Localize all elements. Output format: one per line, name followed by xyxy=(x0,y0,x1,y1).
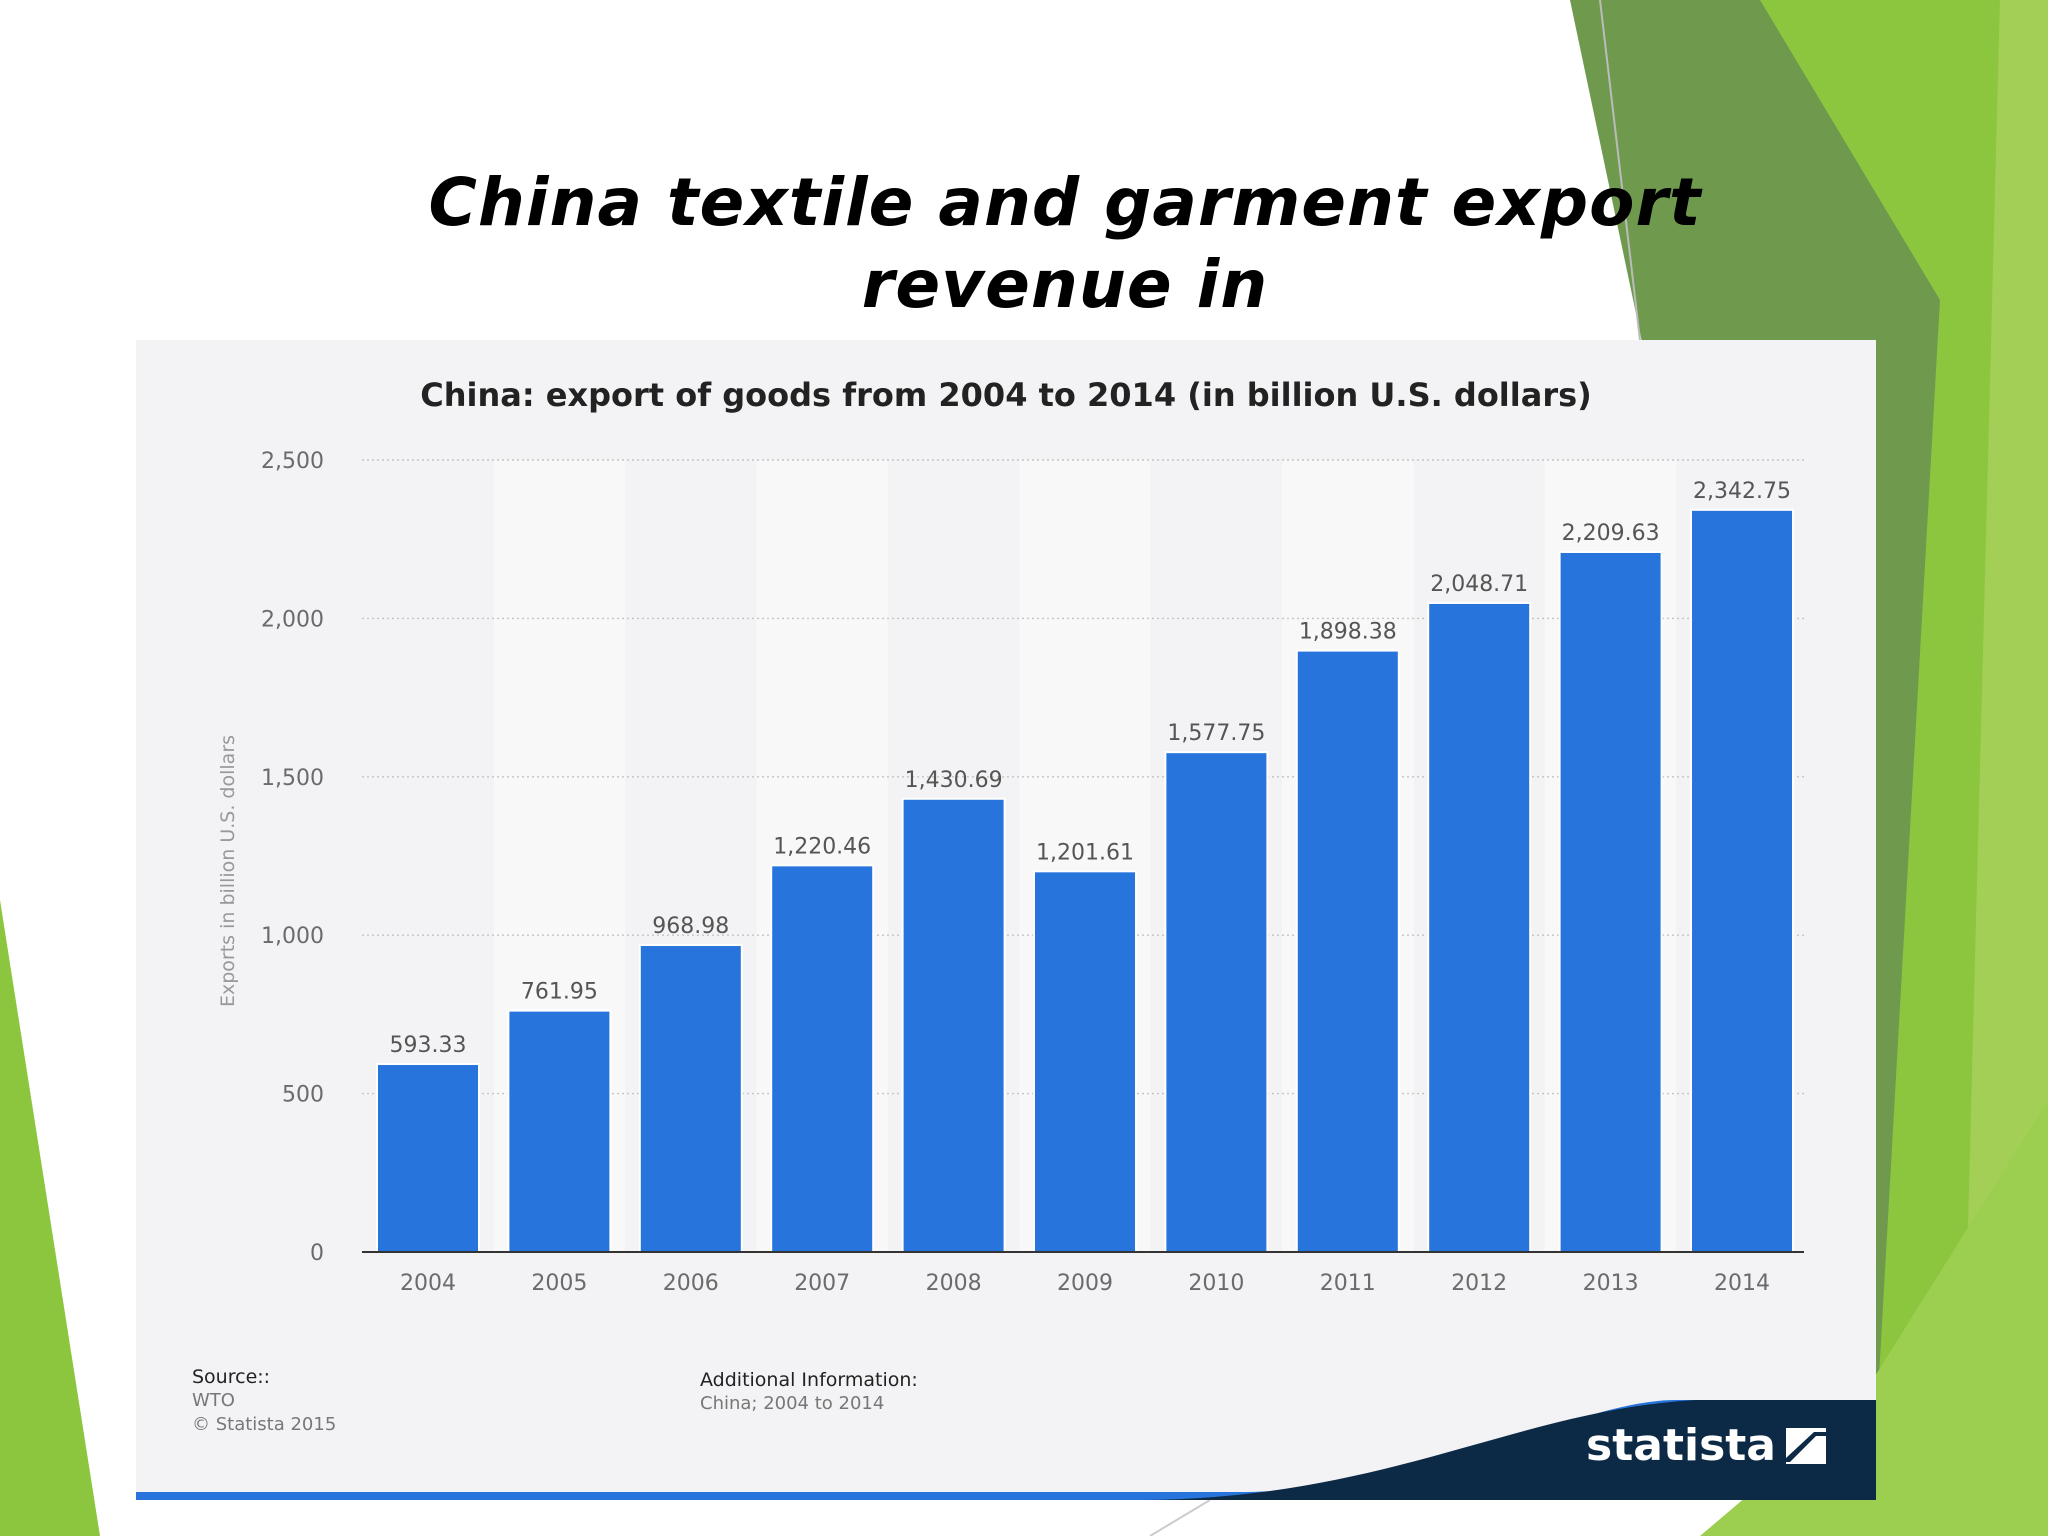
value-label: 1,201.61 xyxy=(1036,840,1134,865)
additional-text: China; 2004 to 2014 xyxy=(700,1393,885,1414)
y-tick-label: 1,000 xyxy=(261,924,324,949)
x-tick-label: 2014 xyxy=(1714,1271,1770,1296)
source-name: WTO xyxy=(192,1390,235,1411)
bar-2006 xyxy=(638,944,743,1254)
green-shape-bottom xyxy=(1700,1100,2048,1536)
additional-heading: Additional Information: xyxy=(700,1369,918,1391)
y-tick-label: 500 xyxy=(282,1083,324,1108)
x-tick-label: 2006 xyxy=(663,1271,719,1296)
value-label: 1,577.75 xyxy=(1167,721,1265,746)
value-label: 1,430.69 xyxy=(905,768,1003,793)
statista-banner xyxy=(136,1400,1876,1500)
statista-logo-icon xyxy=(1786,1427,1826,1464)
bar-2011 xyxy=(1295,649,1400,1254)
additional-info: Additional Information: China; 2004 to 2… xyxy=(700,1368,918,1416)
value-label: 1,898.38 xyxy=(1299,620,1397,645)
x-tick-label: 2008 xyxy=(926,1271,982,1296)
y-tick-label: 2,500 xyxy=(261,449,324,474)
statista-logo-text: statista xyxy=(1586,1420,1776,1471)
source-heading: Source:: xyxy=(192,1366,271,1388)
bar-2013 xyxy=(1558,550,1663,1254)
green-shape-left xyxy=(0,900,100,1536)
slide-title-line-1: China textile and garment export revenue… xyxy=(428,164,1702,323)
x-tick-label: 2004 xyxy=(400,1271,456,1296)
value-label: 968.98 xyxy=(652,914,729,939)
decor-line xyxy=(1599,0,1641,341)
y-tick-label: 0 xyxy=(310,1241,324,1266)
value-label: 2,048.71 xyxy=(1430,572,1528,597)
statista-logo[interactable]: statista xyxy=(1586,1420,1826,1471)
x-tick-label: 2005 xyxy=(531,1271,587,1296)
chart-title: China: export of goods from 2004 to 2014… xyxy=(420,376,1592,414)
y-tick-label: 1,500 xyxy=(261,766,324,791)
x-tick-label: 2013 xyxy=(1583,1271,1639,1296)
value-label: 2,342.75 xyxy=(1693,479,1791,504)
x-tick-label: 2010 xyxy=(1188,1271,1244,1296)
bar-2005 xyxy=(507,1009,612,1254)
bar-2009 xyxy=(1033,870,1137,1253)
value-label: 761.95 xyxy=(521,980,598,1005)
value-label: 1,220.46 xyxy=(773,834,871,859)
value-label: 593.33 xyxy=(390,1033,467,1058)
value-label: 2,209.63 xyxy=(1562,521,1660,546)
decor-line-bottom xyxy=(1149,1499,1211,1536)
copyright-text: © Statista 2015 xyxy=(192,1414,337,1435)
x-tick-label: 2012 xyxy=(1451,1271,1507,1296)
bar-2008 xyxy=(901,797,1006,1253)
x-tick-label: 2011 xyxy=(1320,1271,1376,1296)
y-tick-label: 2,000 xyxy=(261,607,324,632)
x-tick-label: 2009 xyxy=(1057,1271,1113,1296)
bar-2007 xyxy=(770,864,875,1253)
bar-2012 xyxy=(1427,601,1532,1253)
chart-card: 593.33 761.95 968.98 1,220.46 1,430.69 1,201.… xyxy=(136,340,1876,1500)
bar-2014 xyxy=(1690,508,1794,1254)
x-tick-label: 2007 xyxy=(794,1271,850,1296)
source-info: Source:: WTO © Statista 2015 xyxy=(192,1365,336,1437)
bar-chart: 593.33 761.95 968.98 1,220.46 1,430.69 1,201.… xyxy=(136,449,1876,1500)
banner-dark xyxy=(1136,1400,1876,1500)
bar-2004 xyxy=(376,1063,480,1254)
bar-2010 xyxy=(1164,751,1269,1253)
y-axis-label: Exports in billion U.S. dollars xyxy=(217,734,239,1008)
